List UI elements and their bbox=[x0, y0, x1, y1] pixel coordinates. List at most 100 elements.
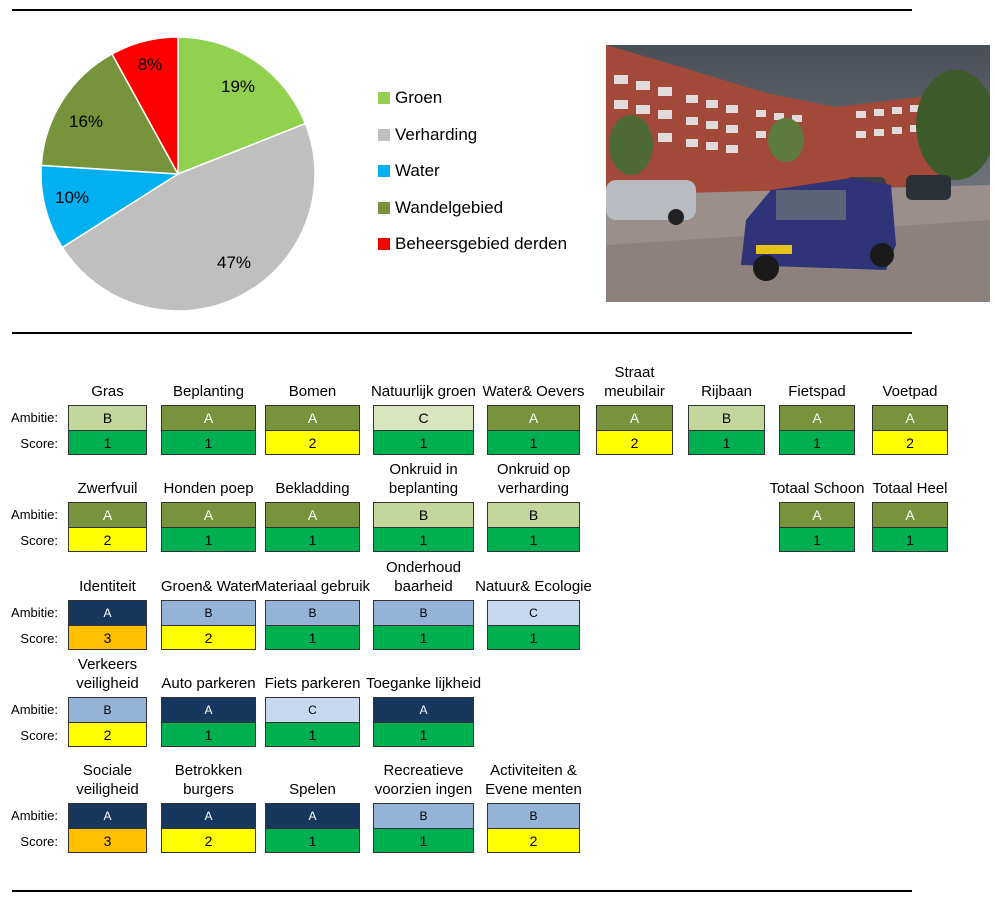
indicator-title-natuur-ecologie: Natuur& Ecologie bbox=[475, 578, 592, 595]
indicator-title-recreatieve-voorzien-ingen: Recreatieve voorzien ingen bbox=[374, 762, 473, 798]
indicator-title-zwerfvuil: Zwerfvuil bbox=[77, 480, 138, 497]
ambitie-cell-bekladding: A bbox=[265, 502, 360, 528]
ambitie-label: Ambitie: bbox=[11, 808, 58, 823]
ambitie-cell-identiteit: A bbox=[68, 600, 147, 626]
ambitie-cell-sociale-veiligheid: A bbox=[68, 803, 147, 829]
pie-chart: 19% 47% 10% 16% 8% bbox=[40, 36, 316, 312]
ambitie-cell-natuur-ecologie: C bbox=[487, 600, 580, 626]
indicator-title-onkruid-in-beplanting: Onkruid in beplanting bbox=[388, 461, 459, 497]
indicator-title-fietspad: Fietspad bbox=[788, 383, 846, 400]
ambitie-cell-fiets-parkeren: C bbox=[265, 697, 360, 723]
indicator-title-straat-meubilair: Straat meubilair bbox=[604, 364, 665, 400]
top-rule bbox=[12, 9, 912, 11]
indicator-title-water-oevers: Water& Oevers bbox=[482, 383, 585, 400]
pie-slice-groen bbox=[177, 36, 307, 176]
ambitie-cell-totaal-schoon: A bbox=[779, 502, 855, 528]
legend-swatch bbox=[378, 128, 390, 141]
score-cell-recreatieve-voorzien-ingen: 1 bbox=[373, 828, 474, 853]
score-label: Score: bbox=[20, 436, 58, 451]
score-label: Score: bbox=[20, 631, 58, 646]
ambitie-cell-activiteiten-evene-menten: B bbox=[487, 803, 580, 829]
score-cell-onderhoud-baarheid: 1 bbox=[373, 625, 474, 650]
score-cell-natuurlijk-groen: 1 bbox=[373, 430, 474, 455]
indicator-title-materiaal-gebruik: Materiaal gebruik bbox=[254, 578, 371, 595]
score-cell-bomen: 2 bbox=[265, 430, 360, 455]
indicator-title-onderhoud-baarheid: Onderhoud baarheid bbox=[385, 559, 462, 595]
indicator-title-voetpad: Voetpad bbox=[882, 383, 938, 400]
legend-label: Wandelgebied bbox=[395, 197, 504, 217]
indicator-title-sociale-veiligheid: Sociale veiligheid bbox=[76, 762, 139, 798]
score-cell-spelen: 1 bbox=[265, 828, 360, 853]
legend-swatch bbox=[378, 238, 390, 250]
street-photo bbox=[606, 45, 990, 302]
indicator-title-verkeers-veiligheid: Verkeers veiligheid bbox=[76, 656, 139, 692]
ambitie-cell-verkeers-veiligheid: B bbox=[68, 697, 147, 723]
indicator-title-bekladding: Bekladding bbox=[275, 480, 350, 497]
pie-slice-verharding bbox=[61, 122, 316, 312]
ambitie-cell-betrokken-burgers: A bbox=[161, 803, 256, 829]
ambitie-cell-zwerfvuil: A bbox=[68, 502, 147, 528]
score-cell-verkeers-veiligheid: 2 bbox=[68, 722, 147, 747]
legend-label: Groen bbox=[395, 88, 443, 107]
indicator-title-identiteit: Identiteit bbox=[79, 578, 136, 595]
score-cell-groen-water: 2 bbox=[161, 625, 256, 650]
pie-label-water: 10% bbox=[55, 188, 89, 207]
indicator-title-fiets-parkeren: Fiets parkeren bbox=[264, 675, 361, 692]
ambitie-cell-totaal-heel: A bbox=[872, 502, 948, 528]
indicator-title-beplanting: Beplanting bbox=[173, 383, 244, 400]
pie-label-wandelgebied: 16% bbox=[69, 112, 103, 131]
pie-slice-wandelgebied bbox=[40, 52, 180, 175]
pie-slice-water bbox=[40, 164, 181, 249]
legend-label: Water bbox=[395, 161, 440, 180]
legend-label: Verharding bbox=[395, 124, 478, 144]
indicator-title-auto-parkeren: Auto parkeren bbox=[161, 675, 256, 692]
ambitie-label: Ambitie: bbox=[11, 702, 58, 717]
score-cell-materiaal-gebruik: 1 bbox=[265, 625, 360, 650]
indicator-title-toeganke-lijkheid: Toeganke lijkheid bbox=[365, 675, 482, 692]
score-cell-straat-meubilair: 2 bbox=[596, 430, 673, 455]
score-cell-onkruid-op-verharding: 1 bbox=[487, 527, 580, 552]
pie-label-verharding: 47% bbox=[217, 253, 251, 272]
ambitie-cell-onderhoud-baarheid: B bbox=[373, 600, 474, 626]
pie-slice-beheersgebied-derden bbox=[110, 36, 179, 175]
score-label: Score: bbox=[20, 728, 58, 743]
indicator-title-betrokken-burgers: Betrokken burgers bbox=[174, 762, 243, 798]
bottom-rule bbox=[12, 890, 912, 892]
pie-label-groen: 19% bbox=[221, 77, 255, 96]
score-cell-honden-poep: 1 bbox=[161, 527, 256, 552]
score-cell-fiets-parkeren: 1 bbox=[265, 722, 360, 747]
ambitie-cell-toeganke-lijkheid: A bbox=[373, 697, 474, 723]
ambitie-label: Ambitie: bbox=[11, 410, 58, 425]
score-label: Score: bbox=[20, 834, 58, 849]
ambitie-cell-groen-water: B bbox=[161, 600, 256, 626]
indicator-title-honden-poep: Honden poep bbox=[163, 480, 254, 497]
legend-swatch bbox=[378, 165, 390, 177]
ambitie-cell-recreatieve-voorzien-ingen: B bbox=[373, 803, 474, 829]
indicator-title-rijbaan: Rijbaan bbox=[701, 383, 752, 400]
score-cell-totaal-schoon: 1 bbox=[779, 527, 855, 552]
ambitie-cell-onkruid-op-verharding: B bbox=[487, 502, 580, 528]
ambitie-cell-natuurlijk-groen: C bbox=[373, 405, 474, 431]
legend-swatch bbox=[378, 201, 390, 214]
ambitie-cell-water-oevers: A bbox=[487, 405, 580, 431]
ambitie-label: Ambitie: bbox=[11, 507, 58, 522]
score-cell-activiteiten-evene-menten: 2 bbox=[487, 828, 580, 853]
pie-label-beheersgebied-derden: 8% bbox=[138, 55, 163, 74]
ambitie-cell-beplanting: A bbox=[161, 405, 256, 431]
score-cell-natuur-ecologie: 1 bbox=[487, 625, 580, 650]
legend-swatch bbox=[378, 92, 390, 104]
ambitie-cell-straat-meubilair: A bbox=[596, 405, 673, 431]
score-cell-fietspad: 1 bbox=[779, 430, 855, 455]
indicator-title-totaal-heel: Totaal Heel bbox=[872, 480, 948, 497]
middle-rule bbox=[12, 332, 912, 334]
legend-label: Beheersgebied derden bbox=[395, 234, 568, 253]
ambitie-cell-auto-parkeren: A bbox=[161, 697, 256, 723]
score-cell-water-oevers: 1 bbox=[487, 430, 580, 455]
score-cell-beplanting: 1 bbox=[161, 430, 256, 455]
score-cell-gras: 1 bbox=[68, 430, 147, 455]
ambitie-cell-materiaal-gebruik: B bbox=[265, 600, 360, 626]
indicator-title-groen-water: Groen& Water bbox=[160, 578, 257, 595]
ambitie-label: Ambitie: bbox=[11, 605, 58, 620]
score-cell-onkruid-in-beplanting: 1 bbox=[373, 527, 474, 552]
indicator-title-natuurlijk-groen: Natuurlijk groen bbox=[370, 383, 477, 400]
